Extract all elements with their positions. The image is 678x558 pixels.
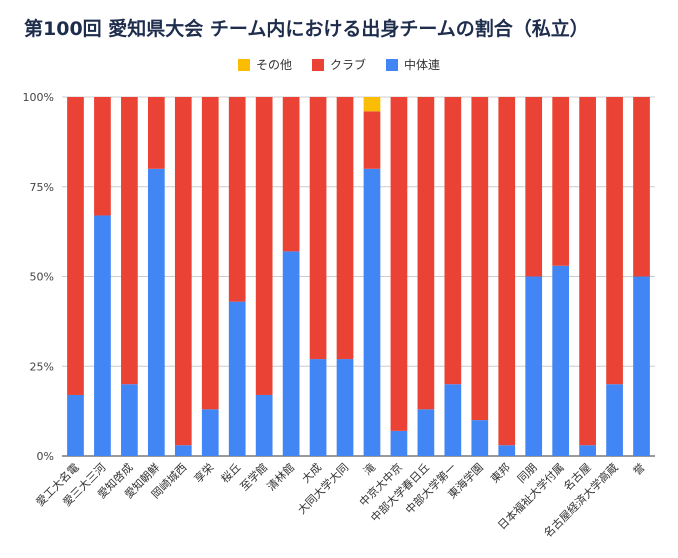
y-tick-label: 75%: [30, 181, 54, 194]
x-tick-label: 享栄: [191, 460, 216, 485]
bar-segment: [471, 420, 489, 456]
legend-label-club: クラブ: [329, 58, 366, 72]
legend-label-junior-high: 中体連: [404, 58, 441, 72]
bar-segment: [67, 97, 84, 395]
legend-item-junior-high: 中体連: [386, 56, 440, 73]
bar-segment: [94, 215, 111, 456]
bar-segment: [552, 265, 570, 456]
bar-segment: [121, 97, 138, 385]
bar-segment: [417, 409, 435, 456]
y-tick-label: 0%: [37, 450, 54, 463]
x-tick-label: 大同大学大同: [295, 460, 352, 517]
bar-segment: [633, 97, 650, 277]
legend-swatch-junior-high: [386, 58, 398, 71]
bar-segment: [282, 251, 300, 456]
bar-segment: [309, 359, 327, 456]
bar-segment: [336, 359, 354, 456]
y-tick-label: 50%: [30, 271, 54, 284]
bar-segment: [363, 168, 381, 457]
bar-segment: [552, 97, 570, 266]
y-tick-label: 100%: [23, 91, 54, 104]
x-tick-label: 誉: [630, 460, 648, 478]
legend-swatch-other: [237, 58, 250, 71]
bar-segment: [633, 276, 650, 456]
bar-segment: [174, 445, 192, 456]
bar-segment: [228, 97, 246, 302]
bar-segment: [363, 111, 381, 169]
bar-segment: [67, 394, 84, 456]
bar-segment: [579, 97, 596, 446]
bar-segment: [444, 97, 462, 385]
bar-segment: [606, 384, 623, 456]
bar-segment: [228, 301, 246, 456]
bar-segment: [94, 97, 111, 216]
bar-segment: [201, 409, 219, 456]
bar-segment: [390, 97, 408, 431]
bar-segment: [606, 97, 623, 385]
chart-title: 第100回 愛知県大会 チーム内における出身チームの割合（私立）: [24, 18, 589, 40]
bar-segment: [579, 445, 596, 456]
bar-segment: [525, 97, 543, 277]
legend-label-other: その他: [255, 58, 292, 72]
x-tick-label: 滝: [361, 461, 378, 478]
bar-segment: [147, 168, 165, 457]
x-tick-label: 東邦: [488, 461, 513, 486]
bar-segment: [471, 97, 489, 421]
bar-segment: [309, 97, 327, 360]
bar-segment: [255, 394, 273, 456]
bar-segment: [417, 97, 435, 410]
bar-segment: [498, 97, 516, 446]
bar-segment: [147, 97, 165, 169]
x-tick-label: 至学館: [237, 460, 270, 493]
legend-item-club: クラブ: [311, 56, 366, 73]
bar-segment: [498, 445, 516, 456]
bar-segment: [390, 430, 408, 456]
x-tick-label: 清林館: [264, 460, 297, 493]
bar-segment: [525, 276, 543, 456]
bar-segment: [363, 97, 381, 112]
bar-segment: [201, 97, 219, 410]
legend-swatch-club: [311, 58, 324, 71]
bar-segment: [255, 97, 273, 395]
legend-item-other: その他: [237, 56, 292, 73]
y-tick-label: 25%: [30, 360, 54, 373]
legend: その他 クラブ 中体連: [0, 56, 678, 73]
bar-segment: [336, 97, 354, 360]
bar-segment: [174, 97, 192, 446]
bar-segment: [282, 97, 300, 252]
bar-segment: [121, 384, 138, 456]
bar-segment: [444, 384, 462, 456]
